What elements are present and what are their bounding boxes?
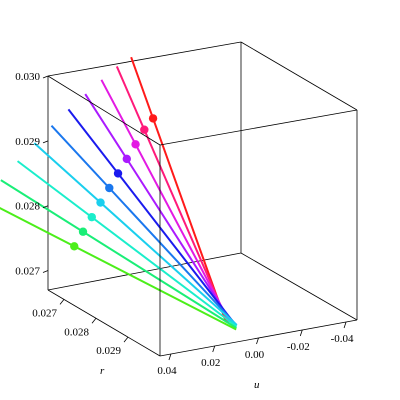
series-line <box>16 160 238 328</box>
box-edge <box>159 109 358 146</box>
z-tick-mark <box>42 270 49 273</box>
u-tick-label: -0.04 <box>331 333 354 345</box>
box-edge <box>47 289 161 357</box>
box-edge <box>240 41 358 111</box>
u-tick-mark <box>343 321 347 329</box>
u-axis-label: u <box>254 379 260 391</box>
r-tick-label: 0.028 <box>64 326 89 338</box>
series-marker <box>78 227 88 236</box>
r-tick-mark <box>59 299 65 305</box>
z-tick-label: 0.029 <box>15 136 40 148</box>
series-line <box>100 79 231 323</box>
series-line <box>67 108 234 323</box>
z-tick-mark <box>42 140 49 144</box>
u-tick-label: 0.04 <box>157 365 177 377</box>
plot-box-back <box>47 41 358 357</box>
series-marker <box>148 114 158 123</box>
series-marker <box>140 125 149 134</box>
series-marker <box>113 169 123 178</box>
series-marker <box>105 183 114 193</box>
z-tick-label: 0.030 <box>15 71 40 83</box>
u-tick-label: 0.00 <box>245 349 265 361</box>
series-layer <box>0 56 238 331</box>
r-tick-label: 0.027 <box>32 307 57 319</box>
series-line <box>0 207 237 331</box>
z-tick-label: 0.028 <box>15 201 40 213</box>
series-marker <box>131 140 140 149</box>
r-tick-mark <box>91 318 97 324</box>
box-edge <box>47 252 242 291</box>
box-edge <box>47 41 242 77</box>
series-marker <box>87 212 96 222</box>
series-line <box>84 93 233 323</box>
series-marker <box>122 154 131 164</box>
z-tick-mark <box>42 205 49 209</box>
u-tick-mark <box>212 345 216 353</box>
tick-layer: 0.027 0.028 0.029 0.030 0.027 0.028 0.029 0.04 0… <box>15 71 354 377</box>
series-marker <box>70 242 79 251</box>
z-tick-label: 0.027 <box>15 266 40 278</box>
series-line <box>130 56 227 323</box>
u-tick-label: 0.02 <box>201 357 220 369</box>
u-tick-label: -0.02 <box>287 341 310 353</box>
u-tick-mark <box>299 329 303 337</box>
u-tick-mark <box>168 353 172 361</box>
box-edge <box>47 75 161 146</box>
z-tick-mark <box>42 75 49 79</box>
r-tick-label: 0.029 <box>96 345 121 357</box>
box-edge <box>240 252 358 321</box>
u-tick-mark <box>256 337 259 345</box>
series-marker <box>96 198 105 207</box>
r-axis-label: r <box>100 365 105 377</box>
series-line <box>33 142 238 326</box>
series-line <box>50 125 236 325</box>
series-line <box>115 66 229 323</box>
series-line <box>0 179 237 329</box>
r-tick-mark <box>123 336 129 343</box>
